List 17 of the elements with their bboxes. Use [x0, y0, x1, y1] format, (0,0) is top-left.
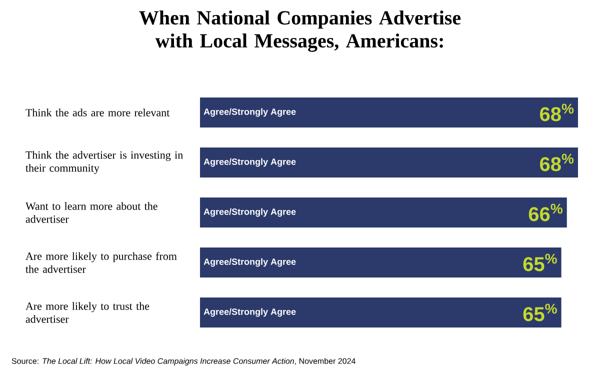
data-label: 65$^{%}$ [523, 254, 557, 272]
text: Agree/Strongly Agree [204, 208, 296, 217]
text: Agree/Strongly Agree [204, 158, 296, 167]
data-label: 65$^{%}$ [523, 304, 557, 322]
chart-title: When National Companies Advertise with Local Messages, Americans: [139, 10, 461, 52]
data-label: 68$^{%}$ [540, 154, 574, 172]
source-note: Source: The Local Lift: How Local Video Campaigns Increase Consumer Action, November 2024 [12, 358, 356, 366]
y-tick-label: Are more likely to purchase from the advertiser [26, 252, 177, 273]
text: Agree/Strongly Agree [204, 258, 296, 267]
y-tick-label: Want to learn more about the advertiser [25, 202, 158, 223]
y-tick-label: Think the advertiser is investing in their community [26, 151, 183, 174]
y-tick-label: Think the ads are more relevant [26, 108, 170, 116]
data-label: 66$^{%}$ [528, 204, 562, 222]
text: Agree/Strongly Agree [204, 308, 296, 317]
y-tick-label: Are more likely to trust the advertiser [26, 302, 150, 323]
series-label: Agree/Strongly Agree [204, 108, 296, 117]
data-label: 68$^{%}$ [540, 104, 574, 122]
